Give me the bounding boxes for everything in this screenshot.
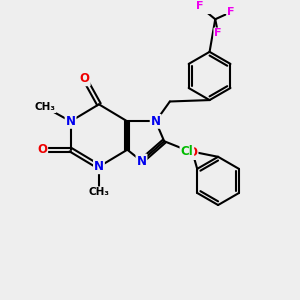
Text: O: O [37,143,47,156]
Text: CH₃: CH₃ [34,102,56,112]
Text: F: F [214,28,222,38]
Text: F: F [196,2,203,11]
Text: N: N [66,115,76,128]
Text: Cl: Cl [181,145,193,158]
Text: N: N [94,160,104,173]
Text: F: F [227,7,235,17]
Text: O: O [80,72,90,85]
Text: O: O [188,146,198,159]
Text: N: N [136,154,146,168]
Text: CH₃: CH₃ [88,187,110,197]
Text: N: N [151,115,161,128]
